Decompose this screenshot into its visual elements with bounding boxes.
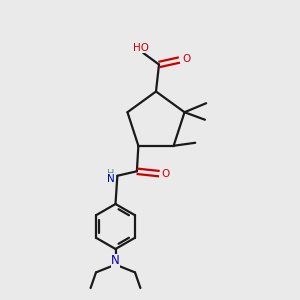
Text: N: N: [106, 174, 114, 184]
Text: N: N: [111, 254, 120, 268]
Text: O: O: [162, 169, 170, 179]
Text: H: H: [107, 169, 114, 179]
Text: O: O: [182, 54, 190, 64]
Text: HO: HO: [133, 43, 149, 53]
